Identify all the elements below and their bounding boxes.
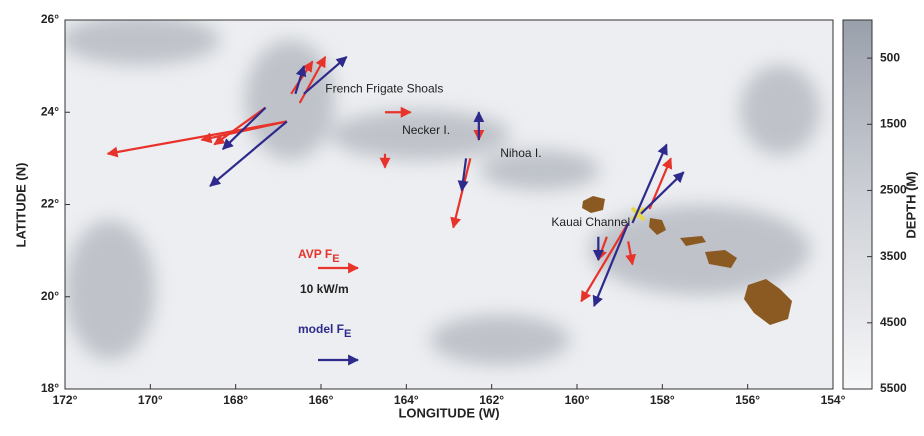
y-tick-label: 20° xyxy=(41,289,59,303)
colorbar-tick-label: 5500 xyxy=(880,381,907,395)
colorbar-label: DEPTH (M) xyxy=(903,171,918,238)
colorbar-tick-label: 2500 xyxy=(880,183,907,197)
legend-name: AVP F xyxy=(298,247,332,261)
x-tick-label: 168° xyxy=(223,393,248,407)
x-tick-label: 158° xyxy=(650,393,675,407)
place-label: French Frigate Shoals xyxy=(325,81,443,95)
legend-subscript: E xyxy=(344,328,351,340)
colorbar-tick-label: 3500 xyxy=(880,249,907,263)
y-tick-label: 22° xyxy=(41,197,59,211)
x-tick-label: 170° xyxy=(138,393,163,407)
colorbar xyxy=(843,20,872,389)
x-tick-label: 164° xyxy=(394,393,419,407)
legend-subscript: E xyxy=(332,253,339,265)
x-tick-label: 156° xyxy=(735,393,760,407)
colorbar-tick-label: 1500 xyxy=(880,116,907,130)
place-label: Nihoa I. xyxy=(500,146,541,160)
place-label: Necker I. xyxy=(402,123,450,137)
x-tick-label: 172° xyxy=(53,393,78,407)
x-tick-label: 154° xyxy=(821,393,846,407)
x-axis-label: LONGITUDE (W) xyxy=(398,405,499,420)
legend-name: model F xyxy=(298,322,344,336)
y-axis-label: LATITUDE (N) xyxy=(13,163,28,248)
x-tick-label: 160° xyxy=(565,393,590,407)
place-label: Kauai Channel xyxy=(551,215,630,229)
x-tick-label: 162° xyxy=(479,393,504,407)
y-tick-label: 26° xyxy=(41,12,59,26)
y-tick-label: 24° xyxy=(41,104,59,118)
x-tick-label: 166° xyxy=(309,393,334,407)
colorbar-tick-label: 500 xyxy=(880,50,900,64)
colorbar-tick-label: 4500 xyxy=(880,315,907,329)
y-tick-label: 18° xyxy=(41,381,59,395)
bathymetry xyxy=(60,15,833,389)
legend-scale: 10 kW/m xyxy=(300,282,349,296)
map-figure: LONGITUDE (W) LATITUDE (N) DEPTH (M) 172… xyxy=(0,0,924,431)
